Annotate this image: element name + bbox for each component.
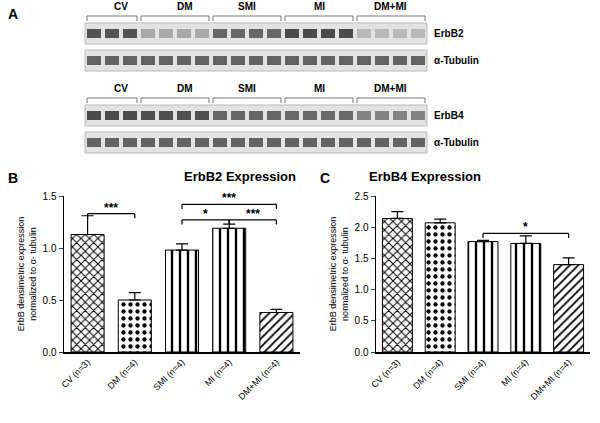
svg-text:*: * xyxy=(203,207,208,221)
svg-text:SMI: SMI xyxy=(238,1,256,12)
svg-text:0.0: 0.0 xyxy=(43,347,57,358)
svg-text:0.5: 0.5 xyxy=(43,295,57,306)
svg-text:1.5: 1.5 xyxy=(355,253,369,264)
svg-text:*: * xyxy=(523,220,528,234)
svg-text:0.5: 0.5 xyxy=(355,315,369,326)
svg-text:DM+MI (n=4): DM+MI (n=4) xyxy=(236,357,281,402)
svg-text:1.5: 1.5 xyxy=(43,191,57,202)
svg-text:CV: CV xyxy=(114,83,128,94)
svg-text:ErbB densimetric expressionnor: ErbB densimetric expressionnormalized to… xyxy=(328,217,350,332)
svg-text:1.0: 1.0 xyxy=(43,243,57,254)
svg-text:***: *** xyxy=(222,191,236,205)
svg-text:DM+MI: DM+MI xyxy=(374,83,407,94)
svg-text:DM: DM xyxy=(177,83,193,94)
svg-text:***: *** xyxy=(246,207,260,221)
svg-text:DM+MI: DM+MI xyxy=(374,1,407,12)
svg-text:SMI (n=4): SMI (n=4) xyxy=(151,357,186,392)
svg-text:CV (n=3): CV (n=3) xyxy=(369,357,402,390)
svg-text:A: A xyxy=(8,6,18,22)
svg-text:MI: MI xyxy=(314,1,325,12)
svg-text:MI (n=4): MI (n=4) xyxy=(203,357,234,388)
svg-text:ErbB densimetric expressionnor: ErbB densimetric expressionnormalized to… xyxy=(16,217,38,332)
svg-text:2.5: 2.5 xyxy=(355,191,369,202)
svg-text:0.0: 0.0 xyxy=(355,347,369,358)
svg-text:ErbB2 Expression: ErbB2 Expression xyxy=(184,169,296,184)
svg-text:CV: CV xyxy=(114,1,128,12)
svg-text:DM+MI (n=4): DM+MI (n=4) xyxy=(529,357,574,402)
svg-text:α-Tubulin: α-Tubulin xyxy=(434,55,479,66)
svg-text:ErbB4 Expression: ErbB4 Expression xyxy=(369,169,481,184)
svg-text:DM (n=4): DM (n=4) xyxy=(106,357,140,391)
svg-text:MI: MI xyxy=(314,83,325,94)
svg-text:B: B xyxy=(8,170,18,186)
svg-text:2.0: 2.0 xyxy=(355,222,369,233)
svg-text:***: *** xyxy=(104,201,118,215)
svg-text:CV (n=3): CV (n=3) xyxy=(59,357,92,390)
svg-text:DM: DM xyxy=(177,1,193,12)
svg-text:SMI (n=4): SMI (n=4) xyxy=(452,357,487,392)
svg-text:ErbB4: ErbB4 xyxy=(434,110,464,121)
svg-text:α-Tubulin: α-Tubulin xyxy=(434,137,479,148)
svg-text:ErbB2: ErbB2 xyxy=(434,28,464,39)
svg-text:C: C xyxy=(320,170,330,186)
svg-text:DM (n=4): DM (n=4) xyxy=(411,357,445,391)
svg-text:SMI: SMI xyxy=(238,83,256,94)
svg-text:1.0: 1.0 xyxy=(355,284,369,295)
svg-text:MI (n=4): MI (n=4) xyxy=(499,357,530,388)
